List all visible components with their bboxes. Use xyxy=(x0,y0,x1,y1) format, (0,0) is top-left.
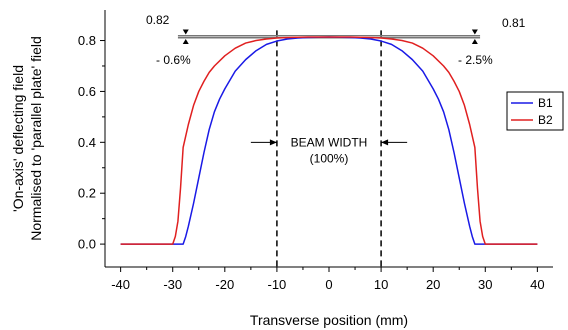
legend-label-b2: B2 xyxy=(538,113,553,127)
x-tick-label: -10 xyxy=(268,277,287,292)
x-tick-label: 0 xyxy=(325,277,332,292)
beam-width-label: BEAM WIDTH xyxy=(291,135,368,149)
x-tick-label: -20 xyxy=(215,277,234,292)
x-axis-label: Transverse position (mm) xyxy=(250,312,408,328)
right-down-arrow xyxy=(471,29,478,35)
y-tick-label: 0.6 xyxy=(78,84,96,99)
series-line-b2 xyxy=(120,36,538,245)
x-tick-label: 40 xyxy=(530,277,544,292)
left-down-arrow xyxy=(182,29,189,35)
legend: B1 B2 xyxy=(506,91,564,131)
y-tick-label: 0.0 xyxy=(78,237,96,252)
left-up-arrow xyxy=(182,38,189,44)
series-layer xyxy=(120,36,538,245)
left-percent-label: - 0.6% xyxy=(156,53,191,67)
axis-ticks: -40 -30 -20 -10 0 10 20 30 40 0.0 0.2 0.4 0.6 0.8 xyxy=(78,33,545,292)
legend-box xyxy=(506,91,564,131)
right-up-arrow xyxy=(471,38,478,44)
legend-label-b1: B1 xyxy=(538,96,553,110)
x-tick-label: -30 xyxy=(163,277,182,292)
x-tick-label: 20 xyxy=(426,277,440,292)
x-tick-label: 10 xyxy=(374,277,388,292)
right-reference-value: 0.81 xyxy=(502,16,526,30)
y-tick-label: 0.8 xyxy=(78,33,96,48)
beam-width-percent: (100%) xyxy=(310,151,349,165)
y-axis-label-line-1: 'On-axis' deflecting field xyxy=(10,65,26,212)
y-tick-label: 0.2 xyxy=(78,186,96,201)
x-tick-label: -40 xyxy=(111,277,130,292)
left-reference-value: 0.82 xyxy=(146,13,170,27)
beam-width-arrow-right-head xyxy=(381,139,389,146)
y-tick-label: 0.4 xyxy=(78,135,96,150)
x-tick-label: 30 xyxy=(478,277,492,292)
beam-width-arrow-left-head xyxy=(269,139,277,146)
right-percent-label: - 2.5% xyxy=(458,53,493,67)
y-axis-label-line-2: Normalised to 'parallel plate' field xyxy=(28,36,44,241)
